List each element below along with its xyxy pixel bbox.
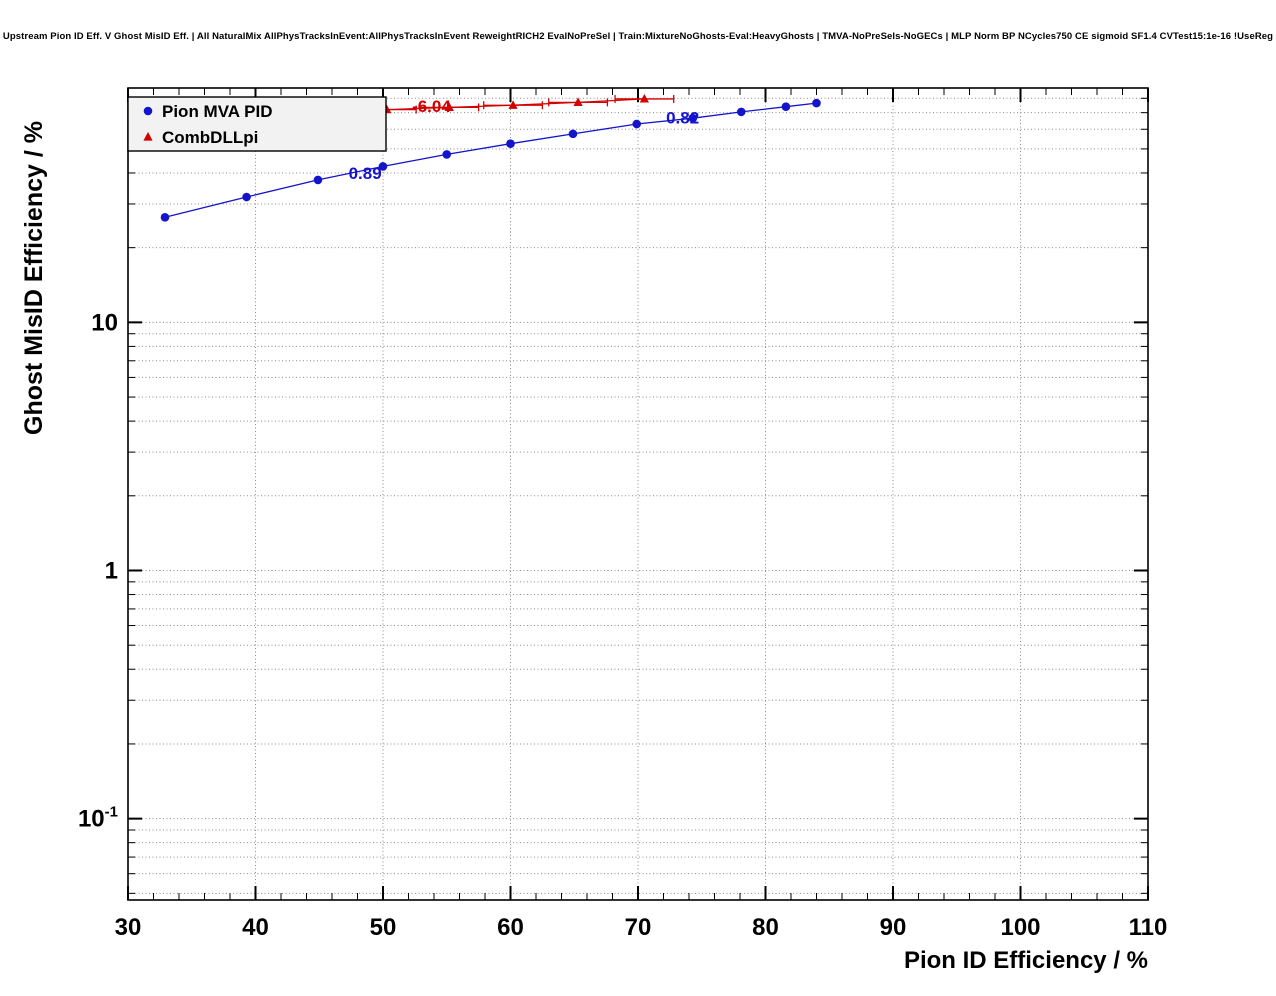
y-tick-label: 10-1 [78,804,118,833]
x-tick-label: 50 [370,914,397,941]
x-tick-label: 60 [497,914,524,941]
data-point-circle [781,102,791,111]
plot-title: Upstream Pion ID Eff. V Ghost MisID Eff.… [2,31,1274,42]
x-axis-title: Pion ID Efficiency / % [904,947,1148,974]
data-point-triangle [639,93,649,103]
legend-box: Pion MVA PID CombDLLpi [127,96,387,152]
data-point-circle [313,175,323,185]
data-point-circle [506,139,515,148]
data-point-triangle [573,97,583,106]
data-point-circle [378,162,388,171]
x-tick-label: 110 [1129,914,1168,941]
x-tick-label: 40 [242,914,269,941]
legend-marker-circle [143,106,153,116]
y-tick-label: 10 [91,309,118,336]
x-tick-label: 90 [880,914,907,941]
legend-entry-label: Pion MVA PID [162,102,273,121]
x-tick-label: 70 [625,914,652,941]
x-tick-labels: 30 40 50 60 70 80 90 100 110 [115,914,1168,941]
y-axis-title: Ghost MisID Efficiency / % [20,121,48,435]
data-point-circle [812,98,821,108]
grid-lines [128,88,1148,900]
data-point-circle [442,150,452,159]
data-point-circle [160,213,170,222]
legend-marker-triangle [143,132,153,141]
data-point-circle [632,119,642,129]
y-tick-label: 1 [105,557,118,584]
series-combdllpi [356,93,675,114]
series-pion-mva-pid [160,98,821,222]
data-point-circle [242,192,251,202]
data-point-triangle [444,102,454,112]
data-point-circle [568,129,578,139]
x-tick-label: 100 [1000,914,1040,941]
x-tick-label: 80 [752,914,779,941]
x-tick-label: 30 [115,914,142,941]
annotation-label: -6.04 [412,97,451,116]
data-point-circle [736,107,746,117]
legend-entry-label: CombDLLpi [162,128,258,147]
annotation-label: 0.82 [666,108,699,127]
series-line [164,102,817,218]
data-point-circle [688,113,698,123]
y-tick-labels: 10 1 10-1 [78,309,118,832]
data-point-triangle [508,100,518,109]
annotation-label: 0.89 [349,164,382,183]
